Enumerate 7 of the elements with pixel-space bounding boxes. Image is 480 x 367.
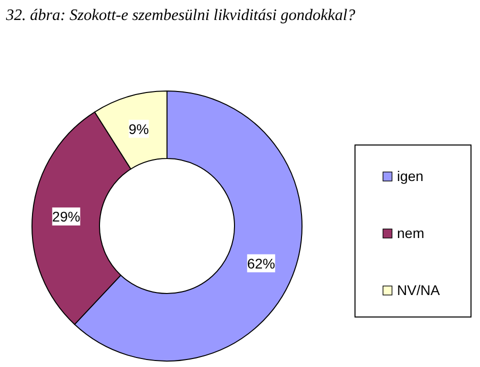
data-label: 9%: [128, 120, 149, 137]
chart-title: 32. ábra: Szokott-e szembesülni likviditási gondokkal?: [5, 7, 356, 24]
legend-label: nem: [397, 225, 424, 241]
legend-label: igen: [397, 168, 424, 184]
legend-label: NV/NA: [397, 282, 440, 298]
data-label: 29%: [52, 208, 80, 224]
data-label: 62%: [247, 255, 276, 272]
